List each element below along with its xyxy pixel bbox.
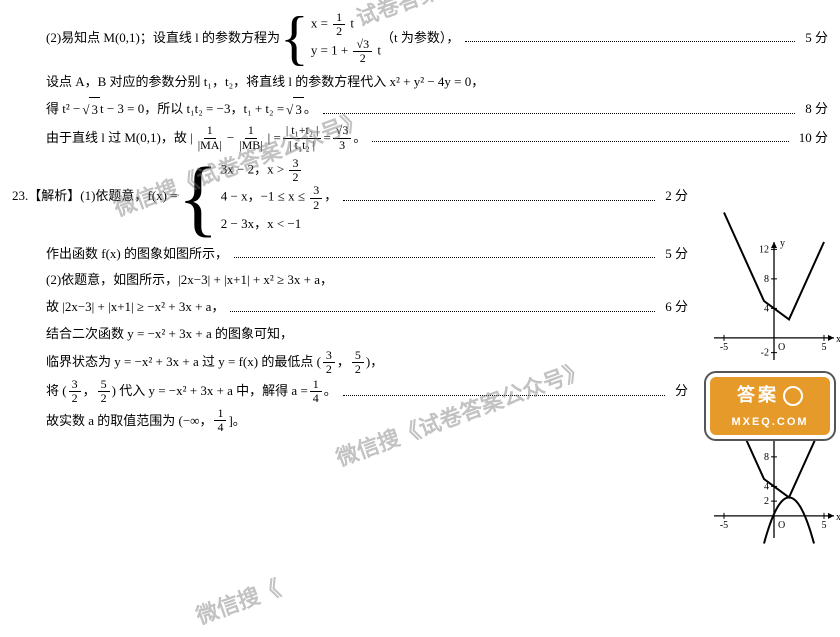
svg-text:5: 5 — [822, 520, 827, 531]
points: 6 分 — [661, 295, 688, 320]
points: 5 分 — [661, 242, 688, 267]
points: 分 — [671, 379, 688, 404]
dot-leader — [372, 134, 788, 143]
svg-text:O: O — [778, 342, 785, 353]
points: 5 分 — [801, 26, 828, 51]
q23-2b: 故 |2x−3| + |x+1| ≥ −x² + 3x + a， 6 分 — [12, 295, 828, 320]
param-eq-brace: { x = 12 t y = 1 + √32 t — [280, 8, 381, 68]
svg-text:8: 8 — [764, 452, 769, 463]
answer-badge: 答案 MXEQ.COM — [706, 373, 834, 439]
q23-graph-line: 作出函数 f(x) 的图象如图所示， 5 分 — [12, 242, 828, 267]
points: 8 分 — [801, 97, 828, 122]
dot-leader — [343, 387, 665, 396]
svg-text:12: 12 — [759, 244, 769, 255]
svg-text:x: x — [836, 512, 840, 523]
svg-text:y: y — [780, 238, 785, 249]
q22-lineMA: 由于直线 l 过 M(0,1)，故 | 1|MA| − 1|MB| | = | … — [12, 124, 828, 151]
q22-lineAB: 设点 A，B 对应的参数分别 t₁，t₂，将直线 l 的参数方程代入 x² + … — [12, 70, 828, 95]
chart-piecewise-2: -5524812Oxy — [714, 420, 834, 547]
dot-leader — [465, 34, 795, 43]
dot-leader — [230, 303, 655, 312]
q23-2c: 结合二次函数 y = −x² + 3x + a 的图象可知， — [12, 322, 828, 347]
svg-text:8: 8 — [764, 274, 769, 285]
q22-lineT: 得 t² − √3 t − 3 = 0，所以 t₁t₂ = −3，t₁ + t₂… — [12, 97, 828, 123]
points: 2 分 — [661, 184, 688, 209]
dot-leader — [343, 192, 655, 201]
svg-text:O: O — [778, 520, 785, 531]
chart-piecewise-1: -55-24812Oxy — [714, 242, 834, 369]
svg-text:-2: -2 — [761, 348, 769, 359]
q23-2d: 临界状态为 y = −x² + 3x + a 过 y = f(x) 的最低点 (… — [12, 349, 828, 376]
q22-part2-line1: (2)易知点 M(0,1)；设直线 l 的参数方程为 { x = 12 t y … — [12, 8, 828, 68]
dot-leader — [234, 250, 655, 259]
dot-leader — [323, 105, 795, 114]
svg-text:2: 2 — [764, 496, 769, 507]
svg-text:x: x — [836, 334, 840, 345]
svg-text:-5: -5 — [720, 342, 728, 353]
text: （t 为参数）， — [381, 26, 459, 51]
svg-text:5: 5 — [822, 342, 827, 353]
text: (2)易知点 M(0,1)；设直线 l 的参数方程为 — [46, 26, 280, 51]
svg-text:-5: -5 — [720, 520, 728, 531]
q23-piecewise: 23.【解析】(1)依题意，f(x) = { 3x − 2，x > 32 4 −… — [12, 154, 828, 240]
q23-2a: (2)依题意，如图所示，|2x−3| + |x+1| + x² ≥ 3x + a… — [12, 268, 828, 293]
points: 10 分 — [795, 126, 828, 151]
